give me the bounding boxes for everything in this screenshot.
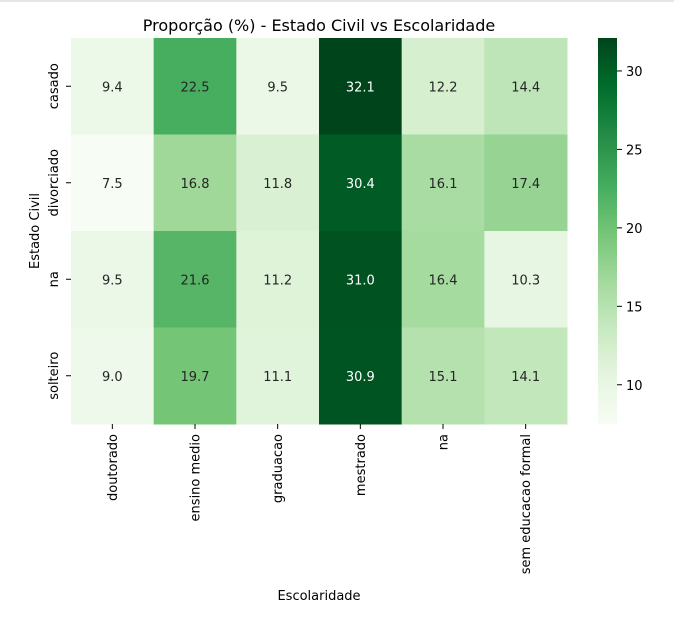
x-tick-label: doutorado [106, 434, 121, 501]
x-axis-label: Escolaridade [277, 589, 360, 604]
heatmap-cells: 9.4 22.5 9.5 32.1 12.2 14.4 7.5 16.8 11.8 30.4 16.… [71, 38, 568, 425]
cell-value-label: 9.5 [267, 80, 288, 95]
cell-value-label: 14.1 [511, 370, 540, 385]
cell-value-label: 11.2 [263, 273, 292, 288]
colorbar-tick-label: 10 [626, 379, 643, 394]
cell-value-label: 10.3 [511, 273, 540, 288]
cell-value-label: 9.5 [102, 273, 123, 288]
colorbar-tick-label: 25 [626, 143, 643, 158]
colorbar: 10 15 20 25 30 [598, 38, 643, 424]
y-tick-label: divorciado [47, 149, 62, 217]
cell-value-label: 11.8 [263, 177, 292, 192]
y-axis-label: Estado Civil [28, 193, 43, 269]
heatmap-cell-na-ensino-medio [153, 231, 237, 328]
cell-value-label: 9.4 [102, 80, 123, 95]
heatmap-cell-divorciado-na [401, 134, 485, 232]
cell-value-label: 11.1 [263, 370, 292, 385]
heatmap-cell-casado-graduacao [236, 38, 320, 135]
cell-value-label: 30.4 [346, 177, 375, 192]
cell-value-label: 7.5 [102, 177, 123, 192]
x-tick-label: na [437, 434, 452, 450]
colorbar-tick-label: 30 [626, 65, 643, 80]
colorbar-tick-label: 20 [626, 222, 643, 237]
y-tick-label: casado [47, 63, 62, 109]
chart-title: Proporção (%) - Estado Civil vs Escolari… [143, 16, 495, 35]
heatmap-cell-divorciado-sem-educacao-formal [484, 134, 568, 232]
top-border-line [0, 0, 674, 2]
x-axis: doutorado ensino medio graduacao mestrado na… [106, 424, 534, 574]
heatmap-cell-na-mestrado [319, 231, 403, 328]
heatmap-cell-solteiro-mestrado [319, 327, 403, 425]
x-tick-label: ensino medio [189, 434, 204, 521]
y-tick-label: solteiro [47, 352, 62, 400]
x-tick-label: mestrado [354, 434, 369, 496]
heatmap-cell-na-sem-educacao-formal [484, 231, 568, 328]
heatmap-cell-solteiro-ensino-medio [153, 327, 237, 425]
cell-value-label: 32.1 [346, 80, 375, 95]
cell-value-label: 16.8 [181, 177, 210, 192]
heatmap-cell-divorciado-graduacao [236, 134, 320, 232]
cell-value-label: 15.1 [429, 370, 458, 385]
x-tick-label: graduacao [271, 434, 286, 503]
heatmap-cell-casado-doutorado [71, 38, 155, 135]
heatmap-cell-casado-ensino-medio [153, 38, 237, 135]
heatmap-cell-solteiro-doutorado [71, 327, 155, 425]
heatmap-cell-solteiro-graduacao [236, 327, 320, 425]
y-axis: casado divorciado na solteiro [47, 63, 71, 400]
heatmap-cell-casado-na [401, 38, 485, 135]
cell-value-label: 31.0 [346, 273, 375, 288]
cell-value-label: 30.9 [346, 370, 375, 385]
heatmap-cell-solteiro-sem-educacao-formal [484, 327, 568, 425]
cell-value-label: 12.2 [429, 80, 458, 95]
colorbar-gradient [598, 38, 617, 424]
cell-value-label: 9.0 [102, 370, 123, 385]
cell-value-label: 14.4 [511, 80, 540, 95]
cell-value-label: 16.1 [429, 177, 458, 192]
y-tick-label: na [47, 271, 62, 287]
cell-value-label: 17.4 [511, 177, 540, 192]
colorbar-tick-label: 15 [626, 300, 643, 315]
heatmap-cell-na-na [401, 231, 485, 328]
heatmap-cell-casado-sem-educacao-formal [484, 38, 568, 135]
cell-value-label: 19.7 [181, 370, 210, 385]
heatmap-cell-divorciado-mestrado [319, 134, 403, 232]
cell-value-label: 21.6 [181, 273, 210, 288]
heatmap-cell-divorciado-doutorado [71, 134, 155, 232]
heatmap-cell-solteiro-na [401, 327, 485, 425]
heatmap-cell-divorciado-ensino-medio [153, 134, 237, 232]
heatmap-cell-na-graduacao [236, 231, 320, 328]
heatmap-cell-casado-mestrado [319, 38, 403, 135]
x-tick-label: sem educacao formal [519, 434, 534, 574]
heatmap-cell-na-doutorado [71, 231, 155, 328]
cell-value-label: 22.5 [181, 80, 210, 95]
cell-value-label: 16.4 [429, 273, 458, 288]
